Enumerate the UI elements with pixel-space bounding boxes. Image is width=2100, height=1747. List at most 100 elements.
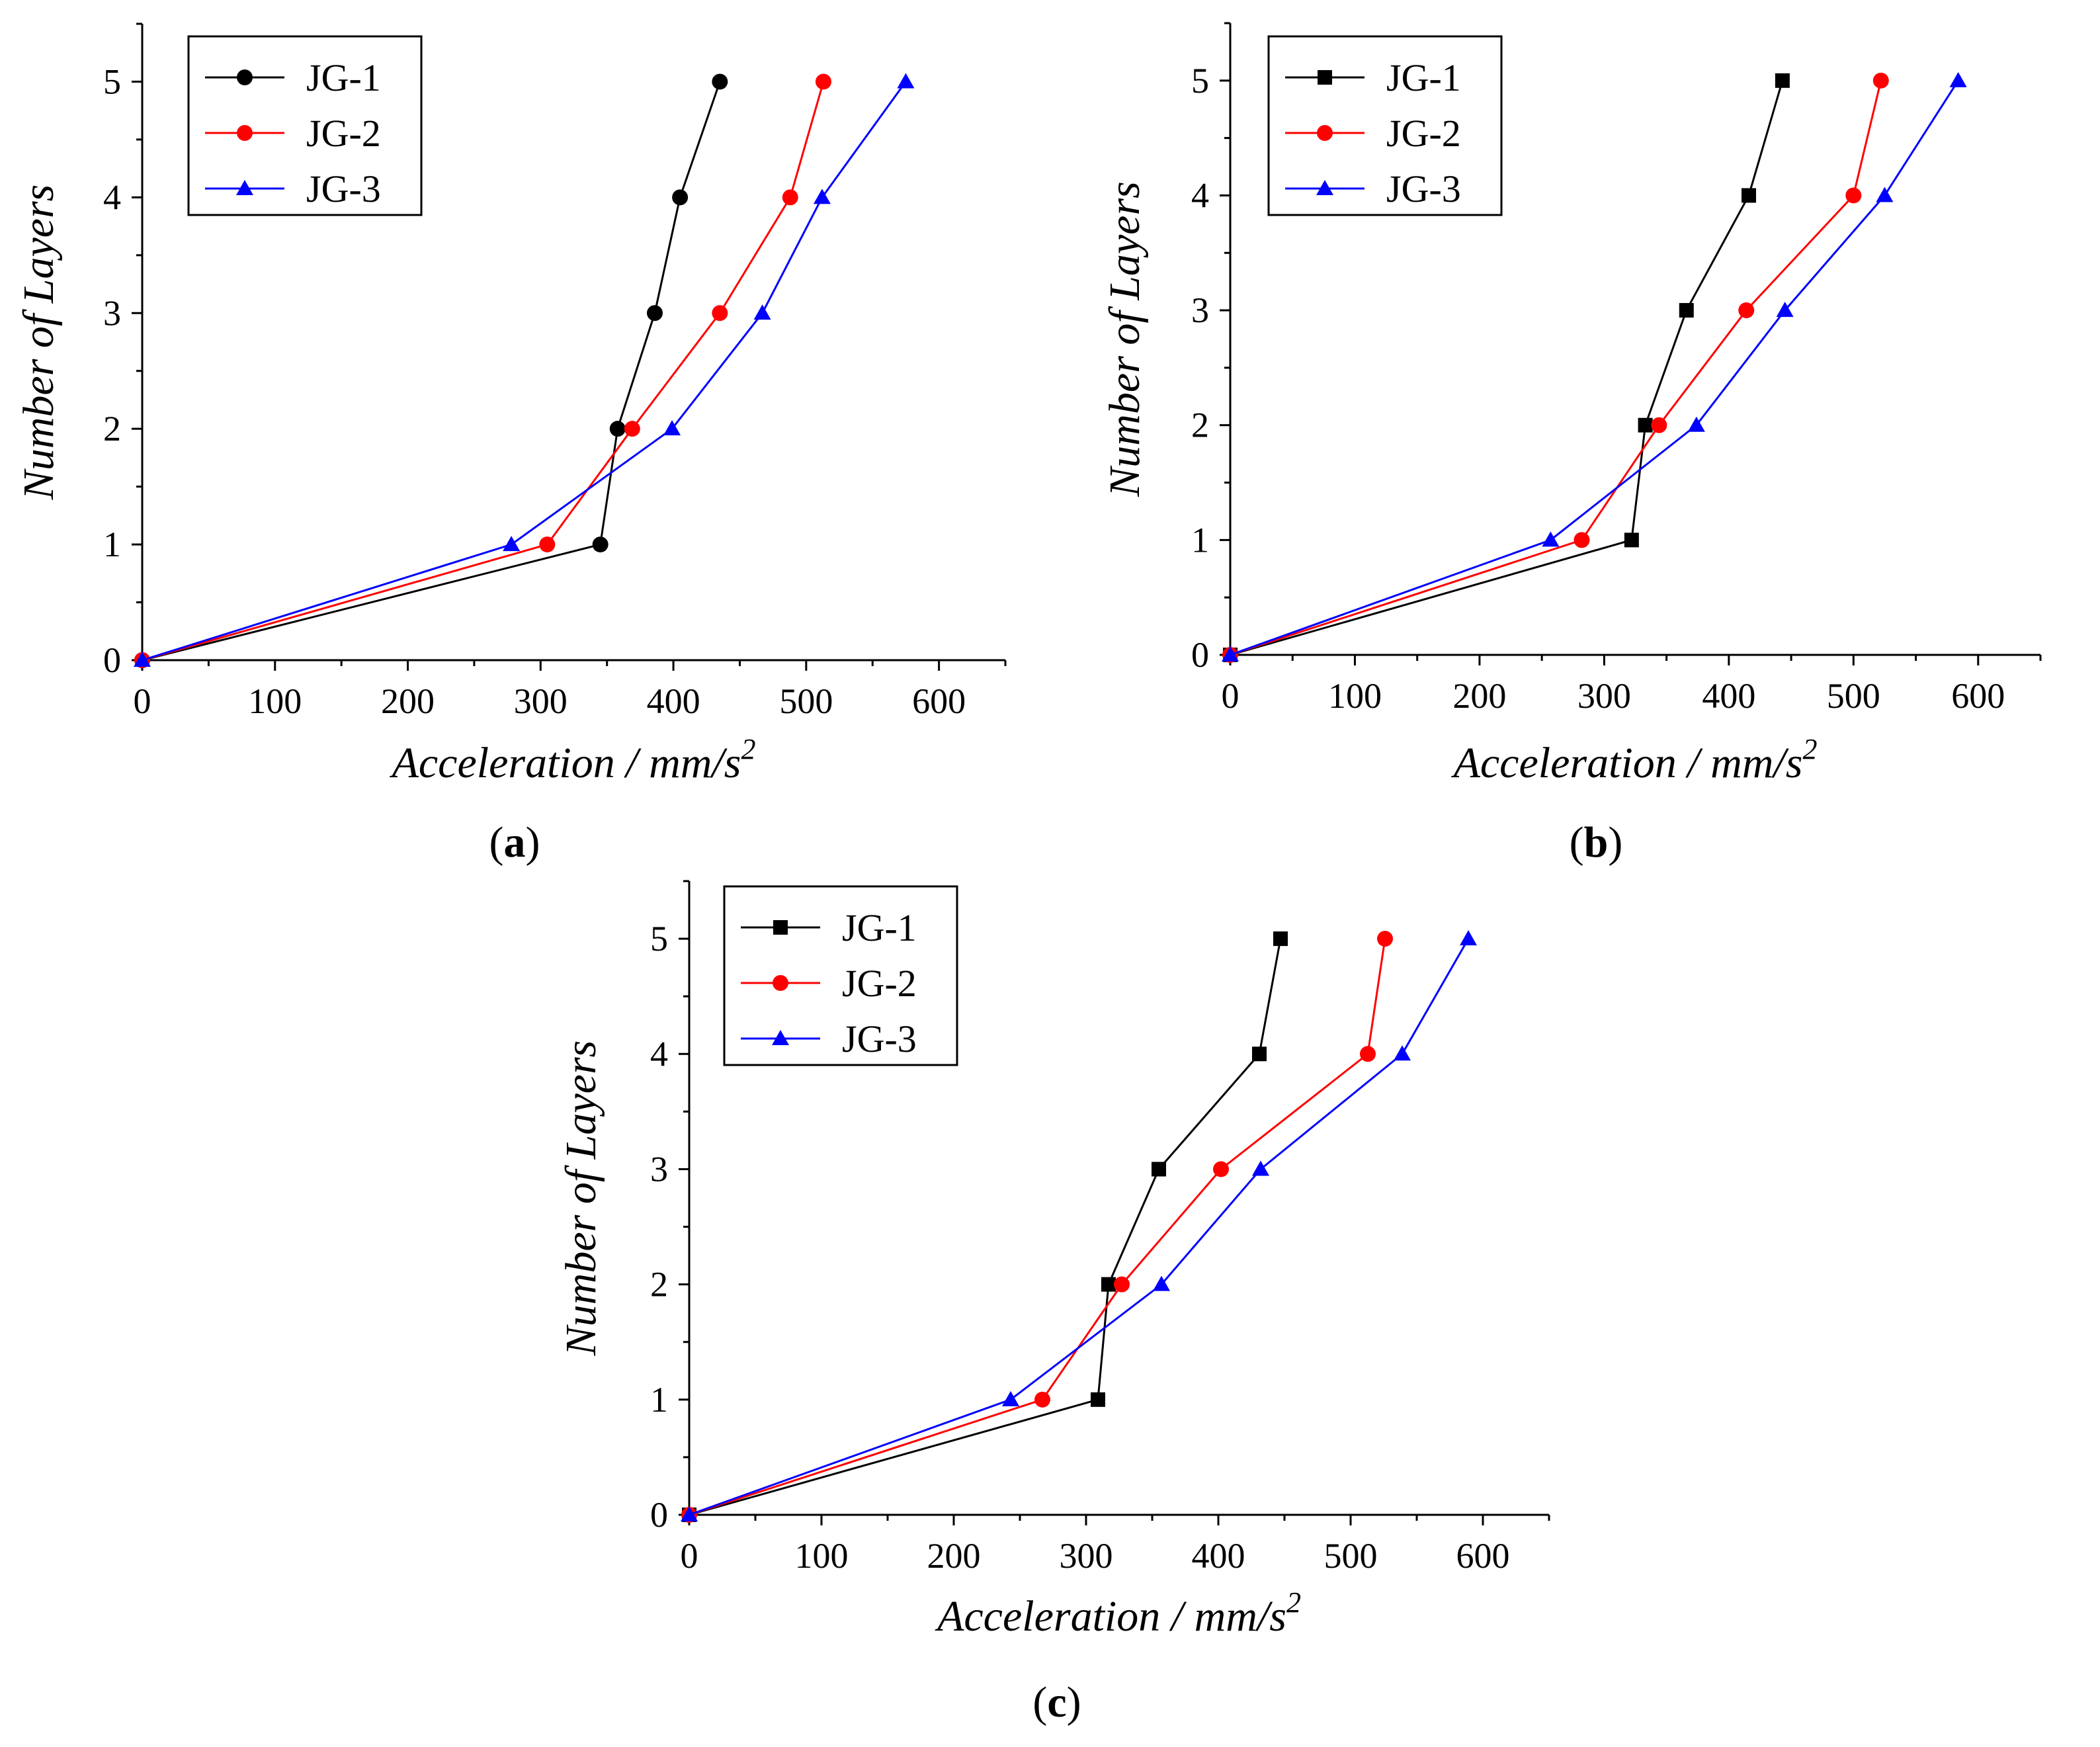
legend-box <box>723 885 958 1066</box>
legend-marker <box>773 920 788 935</box>
data-point <box>1845 187 1862 204</box>
legend-marker <box>237 125 253 141</box>
y-tick-label: 5 <box>103 62 121 101</box>
x-tick-label: 500 <box>1827 676 1880 716</box>
data-point <box>1153 1275 1170 1291</box>
x-tick-label: 300 <box>1060 1536 1113 1576</box>
data-point <box>134 652 151 667</box>
data-point <box>681 1506 698 1521</box>
data-point <box>1775 73 1790 88</box>
data-point <box>815 73 831 90</box>
legend-marker <box>1317 125 1333 141</box>
data-point <box>1002 1390 1019 1406</box>
series-line <box>142 81 825 661</box>
data-point <box>1876 187 1894 202</box>
data-point <box>1638 417 1653 433</box>
data-point <box>1394 1045 1411 1061</box>
data-point <box>1574 532 1590 548</box>
x-tick-label: 100 <box>248 681 302 721</box>
x-tick-label: 300 <box>1577 676 1631 716</box>
panel-caption: (a) <box>489 818 540 867</box>
x-axis-title: Acceleration / mm/s2 <box>935 1586 1301 1640</box>
x-tick-label: 200 <box>381 681 435 721</box>
data-point <box>503 536 521 552</box>
data-point <box>1542 531 1560 547</box>
series-line <box>689 938 1386 1516</box>
data-point <box>1252 1160 1269 1176</box>
series-line <box>689 938 1470 1516</box>
data-point <box>1687 416 1705 432</box>
x-tick-label: 0 <box>134 681 151 721</box>
legend: JG-1 JG-2 JG-3 <box>1267 35 1503 216</box>
y-tick-label: 2 <box>650 1265 668 1304</box>
series-line <box>1230 80 1959 656</box>
y-tick-label: 3 <box>103 293 121 333</box>
y-tick-label: 3 <box>650 1149 668 1189</box>
data-point <box>663 420 681 436</box>
x-tick-label: 600 <box>912 681 966 721</box>
x-tick-label: 400 <box>1192 1536 1245 1576</box>
legend-label: JG-1 <box>306 56 381 99</box>
data-point <box>712 305 728 321</box>
y-tick-label: 4 <box>1191 175 1209 215</box>
legend-label: JG-2 <box>306 112 381 155</box>
data-point <box>624 421 640 437</box>
series-line <box>1230 80 1882 656</box>
data-point <box>1624 533 1639 548</box>
y-tick-label: 5 <box>1191 61 1209 101</box>
data-point <box>1742 188 1756 203</box>
legend-marker <box>773 975 788 991</box>
data-point <box>897 73 915 89</box>
legend-label: JG-3 <box>1386 167 1461 210</box>
data-point <box>1222 646 1239 661</box>
legend-label: JG-2 <box>842 962 917 1005</box>
legend-label: JG-3 <box>842 1017 917 1060</box>
series-jg-3 <box>1222 71 1967 661</box>
y-tick-label: 5 <box>650 919 668 959</box>
legend-label: JG-1 <box>1386 56 1461 99</box>
data-point <box>1114 1276 1130 1293</box>
legend-label: JG-1 <box>842 906 917 949</box>
series-line <box>1230 80 1784 656</box>
chart-panel-a: 0 100 200 300 400 500 600 0 1 2 3 4 5 Acceleration / … <box>15 22 1007 867</box>
series-jg-1 <box>682 931 1288 1522</box>
data-point <box>1360 1046 1376 1062</box>
x-tick-label: 400 <box>647 681 700 721</box>
x-tick-label: 500 <box>1324 1536 1378 1576</box>
series-jg-3 <box>134 73 915 667</box>
data-point <box>753 304 771 320</box>
x-tick-label: 0 <box>681 1536 698 1576</box>
legend: JG-1 JG-2 JG-3 <box>187 35 423 216</box>
y-tick-label: 4 <box>103 177 121 217</box>
legend-box <box>187 35 423 216</box>
data-point <box>1034 1391 1050 1408</box>
panel-caption: (c) <box>1032 1678 1081 1726</box>
legend-label: JG-3 <box>306 167 381 210</box>
data-point <box>672 189 689 206</box>
data-point <box>813 189 831 204</box>
data-point <box>1091 1392 1105 1407</box>
data-point <box>1679 303 1694 318</box>
data-point <box>1872 72 1889 89</box>
data-point <box>609 421 626 437</box>
x-tick-label: 600 <box>1951 676 2005 716</box>
legend: JG-1 JG-2 JG-3 <box>723 885 958 1066</box>
legend-label: JG-2 <box>1386 112 1461 155</box>
y-tick-label: 2 <box>103 409 121 448</box>
x-tick-label: 300 <box>514 681 567 721</box>
y-tick-label: 0 <box>1191 635 1209 675</box>
chart-panel-b: 0 100 200 300 400 500 600 0 1 2 3 4 5 Acceleration / … <box>1101 22 2042 867</box>
x-tick-label: 0 <box>1222 676 1239 716</box>
x-tick-label: 200 <box>1452 676 1506 716</box>
x-tick-label: 400 <box>1702 676 1755 716</box>
y-tick-label: 2 <box>1191 405 1209 445</box>
x-axis-title: Acceleration / mm/s2 <box>390 733 756 787</box>
panel-caption: (b) <box>1570 818 1623 867</box>
legend-box <box>1267 35 1503 216</box>
series-line <box>142 81 907 661</box>
legend-marker <box>237 69 253 85</box>
data-point <box>1213 1161 1229 1177</box>
series-jg-3 <box>681 930 1477 1521</box>
data-point <box>1273 931 1288 947</box>
x-axis-title: Acceleration / mm/s2 <box>1451 733 1818 787</box>
